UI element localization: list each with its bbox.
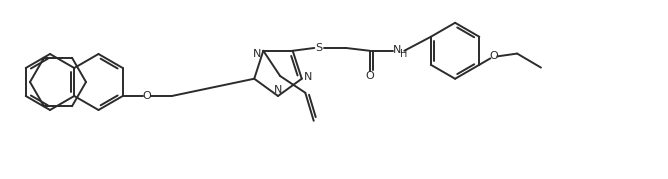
Text: H: H — [399, 49, 407, 59]
Text: O: O — [365, 71, 374, 81]
Text: O: O — [142, 91, 151, 101]
Text: N: N — [303, 72, 312, 82]
Text: N: N — [274, 85, 282, 95]
Text: S: S — [316, 43, 323, 53]
Text: N: N — [393, 45, 401, 55]
Text: O: O — [489, 51, 498, 61]
Text: N: N — [253, 49, 261, 59]
